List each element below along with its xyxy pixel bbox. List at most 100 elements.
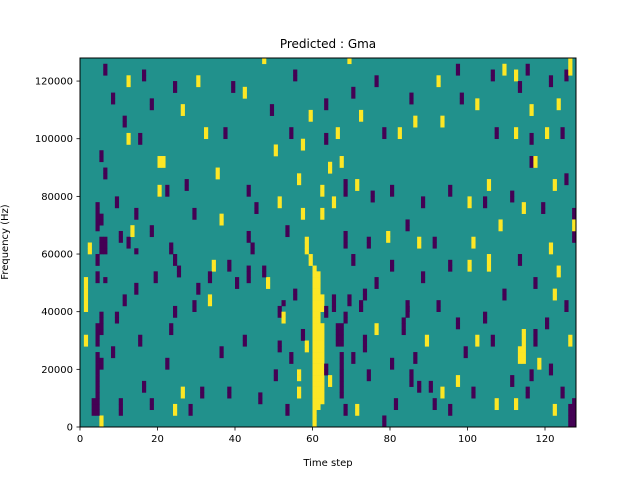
heatmap-cell bbox=[293, 294, 298, 301]
heatmap-cell bbox=[405, 225, 410, 232]
heatmap-cell bbox=[343, 317, 348, 324]
heatmap-cell bbox=[545, 132, 550, 140]
heatmap-cell bbox=[304, 242, 309, 249]
heatmap-cell bbox=[436, 75, 441, 82]
heatmap-cell bbox=[517, 81, 523, 88]
heatmap-cell bbox=[99, 219, 104, 226]
heatmap-cell bbox=[320, 305, 325, 312]
heatmap-cell bbox=[572, 236, 577, 243]
heatmap-cell bbox=[95, 334, 100, 341]
heatmap-cell bbox=[390, 190, 395, 197]
heatmap-cell bbox=[95, 202, 100, 209]
heatmap-cell bbox=[339, 328, 344, 336]
heatmap-cell bbox=[564, 173, 569, 180]
heatmap-cell bbox=[351, 352, 356, 359]
heatmap-cell bbox=[316, 346, 321, 353]
heatmap-cell bbox=[188, 409, 193, 416]
heatmap-cell bbox=[362, 288, 368, 295]
heatmap-cell bbox=[99, 415, 104, 422]
heatmap-cell bbox=[552, 288, 557, 295]
heatmap-cell bbox=[467, 265, 472, 272]
heatmap-cell bbox=[556, 265, 561, 272]
heatmap-cell bbox=[475, 340, 480, 347]
heatmap-cell bbox=[118, 398, 123, 405]
heatmap-cell bbox=[173, 86, 178, 93]
heatmap-cell bbox=[285, 403, 290, 411]
heatmap-cell bbox=[153, 277, 158, 284]
heatmap-cell bbox=[390, 259, 395, 266]
heatmap-cell bbox=[413, 115, 418, 122]
heatmap-cell bbox=[223, 132, 228, 140]
heatmap-cell bbox=[463, 346, 468, 353]
heatmap-cell bbox=[405, 311, 410, 318]
heatmap-cell bbox=[312, 323, 317, 330]
heatmap-cell bbox=[235, 277, 240, 284]
y-tick-label: 20000 bbox=[41, 365, 73, 376]
heatmap-cell bbox=[316, 403, 321, 411]
heatmap-cell bbox=[138, 138, 143, 145]
heatmap-cell bbox=[370, 190, 375, 197]
heatmap-cell bbox=[316, 277, 321, 284]
heatmap-cell bbox=[320, 392, 325, 399]
heatmap-cell bbox=[463, 352, 468, 359]
heatmap-cell bbox=[173, 311, 178, 318]
heatmap-cell bbox=[328, 161, 333, 168]
heatmap-cell bbox=[529, 369, 534, 376]
heatmap-cell bbox=[312, 398, 317, 405]
y-tick-label: 80000 bbox=[41, 192, 73, 203]
heatmap-cell bbox=[173, 81, 178, 88]
heatmap-cell bbox=[308, 109, 313, 116]
heatmap-cell bbox=[514, 75, 519, 82]
heatmap-cell bbox=[432, 236, 437, 243]
heatmap-cell bbox=[134, 213, 139, 220]
heatmap-cell bbox=[494, 398, 499, 405]
heatmap-cell bbox=[490, 69, 495, 76]
heatmap-cell bbox=[529, 104, 534, 111]
heatmap-cell bbox=[273, 369, 278, 376]
heatmap-cell bbox=[374, 323, 379, 330]
heatmap-cell bbox=[103, 236, 108, 243]
heatmap-cell bbox=[300, 144, 306, 151]
heatmap-cell bbox=[297, 179, 302, 186]
heatmap-cell bbox=[312, 271, 317, 278]
heatmap-cell bbox=[83, 282, 89, 289]
heatmap-cell bbox=[320, 340, 325, 347]
heatmap-cell bbox=[483, 317, 488, 324]
heatmap-cell bbox=[521, 202, 526, 209]
heatmap-cell bbox=[471, 392, 476, 399]
heatmap-cell bbox=[564, 305, 569, 312]
heatmap-cell bbox=[320, 207, 325, 214]
heatmap-cell bbox=[312, 369, 317, 376]
heatmap-cell bbox=[149, 398, 154, 405]
heatmap-cell bbox=[324, 132, 329, 140]
heatmap-cell bbox=[560, 132, 565, 140]
heatmap-cell bbox=[324, 311, 329, 318]
heatmap-cell bbox=[169, 328, 174, 336]
heatmap-cell bbox=[293, 69, 298, 76]
heatmap-cell bbox=[312, 311, 317, 318]
heatmap-cell bbox=[180, 109, 185, 116]
heatmap-cell bbox=[486, 179, 492, 186]
heatmap-cell bbox=[490, 340, 495, 347]
heatmap-cell bbox=[560, 386, 565, 393]
heatmap-cell bbox=[533, 161, 538, 168]
heatmap-cell bbox=[297, 369, 302, 376]
heatmap-cell bbox=[366, 369, 371, 376]
heatmap-cell bbox=[386, 230, 391, 238]
heatmap-cell bbox=[517, 259, 523, 266]
heatmap-cell bbox=[231, 81, 236, 88]
heatmap-cell bbox=[312, 392, 317, 399]
heatmap-cell bbox=[111, 352, 116, 359]
heatmap-cell bbox=[324, 305, 329, 312]
heatmap-cell bbox=[134, 282, 139, 289]
x-tick-label: 0 bbox=[77, 434, 83, 445]
heatmap-cell bbox=[277, 196, 282, 203]
heatmap-cell bbox=[95, 380, 100, 387]
heatmap-cell bbox=[343, 184, 348, 191]
heatmap-cell bbox=[525, 69, 530, 76]
heatmap-cell bbox=[343, 242, 348, 249]
heatmap-cell bbox=[339, 340, 344, 347]
heatmap-cell bbox=[413, 357, 418, 364]
heatmap-cell bbox=[382, 132, 387, 140]
heatmap-cell bbox=[343, 190, 348, 197]
